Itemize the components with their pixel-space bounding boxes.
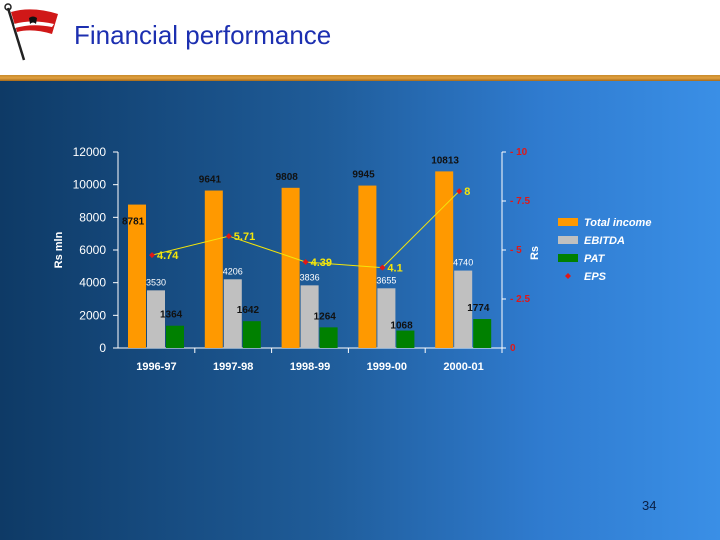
legend-pat-swatch — [558, 254, 578, 262]
bar-total-income — [281, 187, 300, 348]
y-axis-title: Rs mln — [53, 231, 65, 268]
bar-pat — [396, 330, 415, 348]
label-total-income: 8781 — [122, 217, 145, 228]
legend-total-income-label: Total income — [584, 217, 651, 229]
eps-point — [302, 258, 309, 265]
label-total-income: 10813 — [431, 155, 459, 166]
eps-point — [149, 252, 155, 259]
y-tick-label: 10000 — [73, 178, 107, 192]
label-pat: 1264 — [314, 311, 337, 322]
bar-total-income — [204, 190, 223, 348]
y-tick-label: 12000 — [73, 145, 107, 159]
x-tick-label: 2000-01 — [443, 361, 483, 373]
label-total-income: 9808 — [276, 172, 299, 183]
y-tick-label: 8000 — [79, 210, 106, 224]
label-pat: 1068 — [390, 321, 413, 332]
bar-pat — [319, 327, 338, 348]
legend-eps-label: EPS — [584, 271, 607, 283]
eps-point — [225, 233, 232, 240]
x-tick-label: 1996-97 — [136, 361, 176, 373]
slide-header: Financial performance — [0, 0, 720, 75]
eps-line — [151, 190, 460, 269]
x-tick-label: 1998-99 — [290, 361, 330, 373]
label-ebitda: 3836 — [300, 272, 320, 282]
y-tick-label: 4000 — [79, 276, 106, 290]
label-ebitda: 3530 — [146, 277, 166, 287]
label-eps: 4.74 — [157, 250, 179, 262]
label-total-income: 9945 — [352, 170, 375, 181]
label-ebitda: 3655 — [376, 275, 396, 285]
label-eps: 5.71 — [234, 231, 255, 243]
y2-tick-label: - 10 — [510, 147, 528, 158]
label-pat: 1642 — [237, 305, 260, 316]
label-pat: 1774 — [467, 303, 490, 314]
label-ebitda: 4206 — [223, 266, 243, 276]
label-eps: 8 — [464, 186, 470, 198]
x-tick-label: 1999-00 — [367, 361, 407, 373]
bar-ebitda — [377, 288, 396, 348]
bar-pat — [473, 319, 492, 348]
label-eps: 4.1 — [387, 263, 402, 275]
legend-eps-swatch — [565, 273, 571, 279]
label-pat: 1364 — [160, 310, 183, 321]
header-divider — [0, 75, 720, 81]
y-tick-label: 0 — [99, 341, 106, 355]
slide-title: Financial performance — [74, 20, 332, 50]
y2-tick-label: 0 — [510, 343, 516, 354]
bar-pat — [242, 321, 261, 348]
eps-point — [379, 264, 386, 271]
bar-pat — [166, 325, 184, 348]
legend-total-income-swatch — [558, 218, 578, 226]
legend-ebitda-swatch — [558, 236, 578, 244]
y2-tick-label: - 2.5 — [510, 294, 530, 305]
bar-ebitda — [300, 285, 319, 348]
bar-ebitda — [223, 279, 242, 348]
label-total-income: 9641 — [199, 175, 222, 186]
y2-axis-title: Rs — [529, 246, 541, 260]
y-tick-label: 2000 — [79, 308, 106, 322]
x-tick-label: 1997-98 — [213, 361, 253, 373]
legend-ebitda-label: EBITDA — [584, 235, 625, 247]
bar-total-income — [435, 171, 454, 348]
bar-ebitda — [147, 290, 165, 348]
eps-point — [456, 188, 463, 195]
company-flag-logo-icon — [4, 3, 58, 61]
label-eps: 4.39 — [311, 257, 332, 269]
page-number: 34 — [642, 498, 657, 513]
bar-total-income — [128, 204, 146, 348]
y-tick-label: 6000 — [79, 243, 106, 257]
legend-pat-label: PAT — [584, 253, 606, 265]
y2-tick-label: - 7.5 — [510, 196, 530, 207]
bar-ebitda — [454, 270, 473, 348]
label-ebitda: 4740 — [453, 258, 473, 268]
y2-tick-label: - 5 — [510, 245, 522, 256]
